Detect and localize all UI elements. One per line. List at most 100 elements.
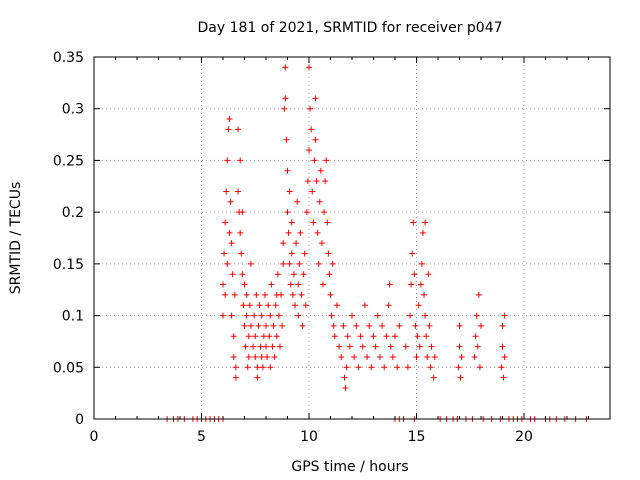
- data-point: [292, 302, 299, 309]
- data-point: [386, 281, 393, 288]
- data-point: [325, 250, 332, 257]
- data-point: [410, 219, 417, 226]
- data-point: [370, 333, 377, 340]
- data-point: [428, 343, 435, 350]
- data-point: [220, 281, 226, 288]
- y-tick-label: 0: [75, 412, 84, 428]
- data-point: [284, 209, 291, 216]
- data-point: [228, 240, 235, 247]
- data-point: [394, 364, 401, 371]
- data-point: [338, 353, 345, 360]
- data-point: [284, 167, 291, 174]
- data-point: [224, 157, 231, 164]
- data-point: [235, 188, 242, 195]
- data-point: [254, 374, 261, 381]
- data-point: [414, 333, 421, 340]
- data-point: [319, 281, 326, 288]
- data-point: [220, 312, 226, 319]
- data-point: [389, 353, 396, 360]
- data-point: [226, 116, 233, 123]
- data-point: [257, 343, 264, 350]
- data-point: [230, 353, 237, 360]
- data-point: [263, 322, 269, 329]
- data-point: [418, 260, 425, 267]
- data-point: [308, 126, 315, 133]
- data-point: [247, 260, 254, 267]
- data-point: [336, 343, 343, 350]
- data-point: [282, 95, 289, 102]
- data-point: [259, 364, 266, 371]
- data-point: [353, 322, 360, 329]
- data-point: [271, 353, 278, 360]
- data-point: [258, 353, 265, 360]
- data-point: [422, 219, 429, 226]
- data-point: [315, 260, 322, 267]
- data-point: [311, 157, 318, 164]
- data-point: [254, 364, 261, 371]
- y-tick-label: 0.05: [53, 360, 84, 376]
- data-point: [296, 260, 303, 267]
- y-axis-label: SRMTID / TECUs: [8, 182, 24, 295]
- data-point: [426, 322, 433, 329]
- data-point: [241, 322, 248, 329]
- data-point: [364, 353, 371, 360]
- data-point: [392, 333, 398, 340]
- data-point: [379, 322, 386, 329]
- data-point: [252, 333, 259, 340]
- data-point: [223, 188, 230, 195]
- data-point: [427, 364, 434, 371]
- data-point: [376, 353, 383, 360]
- data-point: [255, 322, 262, 329]
- data-point: [456, 343, 463, 350]
- grid: [94, 57, 610, 419]
- data-point: [238, 250, 245, 257]
- data-point: [270, 322, 277, 329]
- data-point: [245, 353, 252, 360]
- data-point: [417, 281, 424, 288]
- data-point: [265, 302, 272, 309]
- data-point: [344, 333, 351, 340]
- data-point: [278, 291, 285, 298]
- data-point: [430, 374, 437, 381]
- y-tick-label: 0.35: [53, 50, 84, 66]
- plot-frame: [93, 56, 611, 420]
- data-point: [273, 333, 280, 340]
- data-point: [312, 95, 319, 102]
- data-point: [252, 353, 259, 360]
- data-point: [330, 322, 337, 329]
- data-point: [289, 291, 296, 298]
- data-point: [361, 302, 368, 309]
- data-point: [476, 364, 483, 371]
- data-point: [237, 157, 244, 164]
- data-point: [416, 343, 423, 350]
- data-point: [297, 229, 304, 236]
- data-point: [240, 302, 247, 309]
- data-point: [228, 312, 235, 319]
- data-point: [267, 312, 274, 319]
- data-point: [471, 353, 478, 360]
- data-point: [407, 312, 414, 319]
- data-point: [422, 312, 429, 319]
- data-point: [303, 209, 310, 216]
- data-point: [246, 302, 253, 309]
- data-point: [499, 322, 506, 329]
- data-point: [313, 178, 320, 185]
- data-point: [306, 64, 312, 71]
- data-point: [357, 333, 364, 340]
- data-point: [317, 167, 324, 174]
- data-point: [349, 312, 355, 319]
- data-point: [316, 198, 323, 205]
- data-point: [472, 333, 479, 340]
- data-point: [498, 364, 505, 371]
- data-point: [455, 364, 462, 371]
- data-point: [431, 353, 438, 360]
- data-point: [256, 302, 263, 309]
- y-tick-label: 0.3: [62, 102, 84, 118]
- data-point: [263, 343, 269, 350]
- data-point: [351, 353, 358, 360]
- data-point: [226, 229, 233, 236]
- data-point: [245, 333, 252, 340]
- data-point: [221, 250, 228, 257]
- data-point: [227, 198, 234, 205]
